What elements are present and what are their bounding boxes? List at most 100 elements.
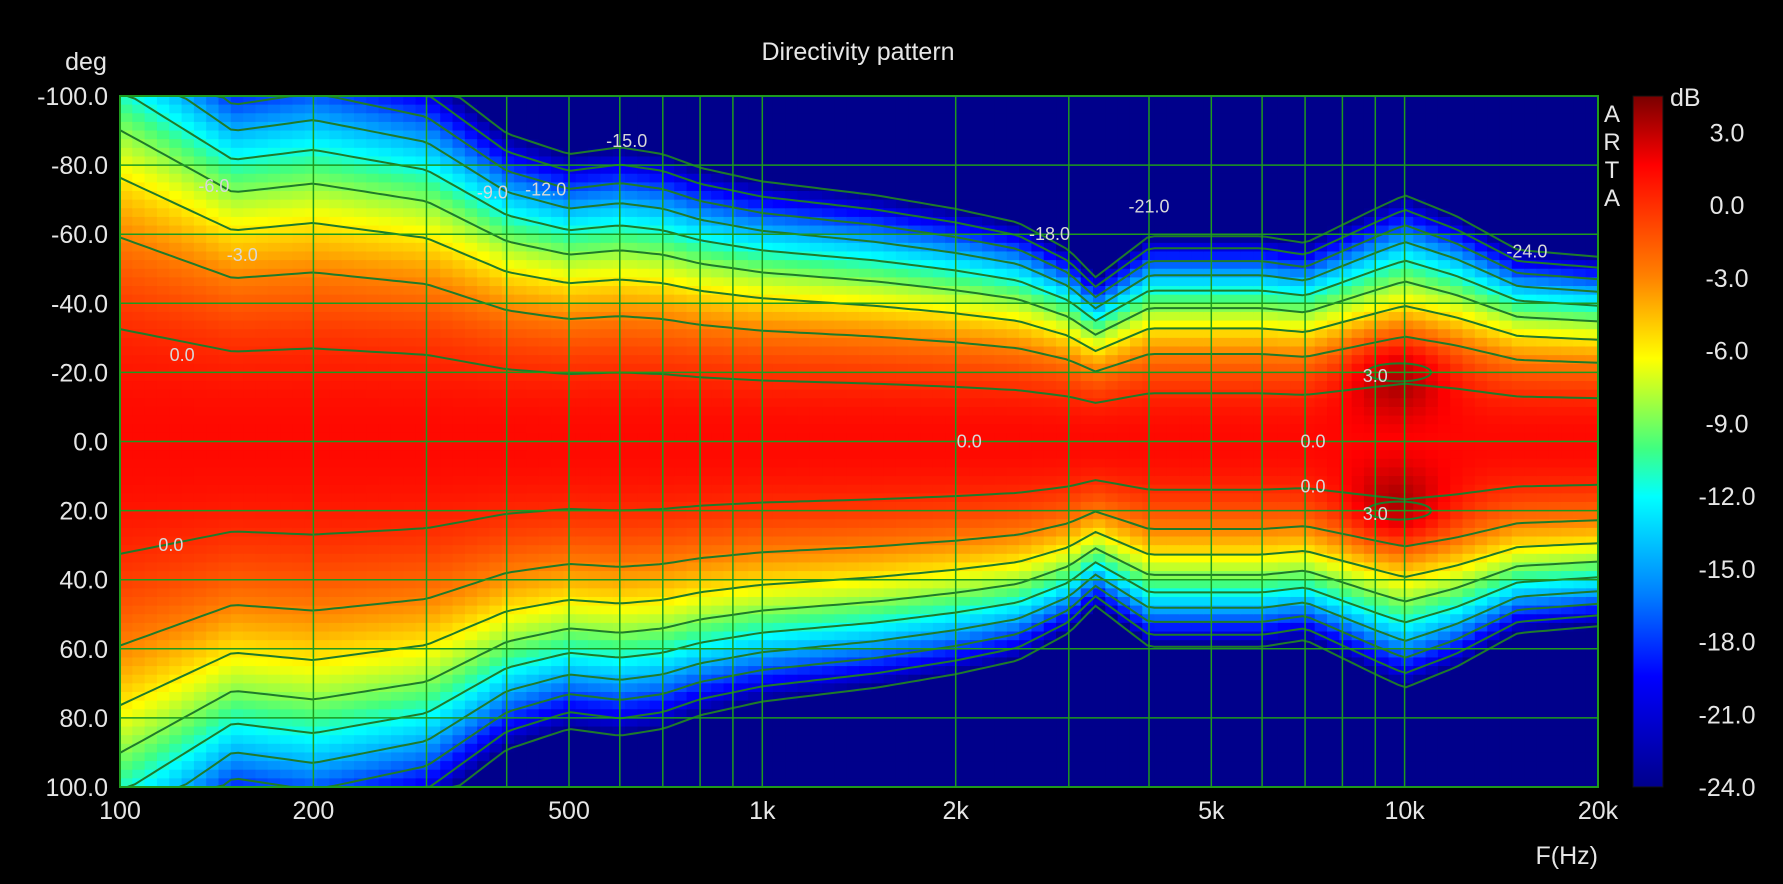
heatmap-cell — [230, 562, 245, 572]
heatmap-cell — [624, 104, 639, 115]
heatmap-cell — [637, 121, 651, 132]
heatmap-cell — [464, 225, 479, 236]
heatmap-cell — [846, 761, 860, 771]
heatmap-cell — [292, 303, 306, 313]
heatmap-cell — [637, 260, 651, 270]
heatmap-cell — [698, 631, 713, 642]
heatmap-cell — [440, 96, 454, 106]
heatmap-cell — [144, 493, 158, 503]
heatmap-cell — [120, 191, 134, 201]
heatmap-cell — [661, 743, 676, 754]
heatmap-cell — [341, 182, 355, 192]
heatmap-cell — [403, 441, 417, 452]
heatmap-cell — [760, 398, 774, 408]
heatmap-cell — [403, 251, 417, 262]
heatmap-cell — [156, 199, 171, 210]
heatmap-cell — [317, 191, 331, 201]
heatmap-cell — [649, 286, 663, 296]
heatmap-cell — [785, 761, 799, 771]
heatmap-cell — [280, 320, 294, 331]
heatmap-cell — [354, 260, 368, 270]
heatmap-cell — [859, 96, 873, 106]
heatmap-cell — [304, 458, 318, 469]
heatmap-cell — [501, 614, 516, 624]
heatmap-cell — [132, 320, 146, 331]
heatmap-cell — [871, 234, 885, 244]
heatmap-cell — [206, 458, 220, 469]
heatmap-cell — [292, 735, 306, 745]
heatmap-cell — [723, 657, 737, 667]
heatmap-cell — [723, 225, 737, 236]
heatmap-cell — [477, 484, 491, 495]
heatmap-cell — [563, 467, 577, 477]
heatmap-cell — [403, 458, 417, 469]
heatmap-cell — [390, 493, 405, 503]
heatmap-cell — [427, 286, 442, 296]
heatmap-cell — [267, 225, 282, 236]
heatmap-cell — [661, 130, 676, 141]
heatmap-cell — [440, 294, 454, 305]
heatmap-cell — [563, 735, 577, 745]
heatmap-cell — [304, 562, 318, 572]
heatmap-cell — [588, 484, 602, 495]
heatmap-cell — [526, 182, 540, 192]
heatmap-cell — [292, 614, 306, 624]
heatmap-cell — [169, 700, 183, 711]
heatmap-cell — [144, 225, 158, 236]
heatmap-cell — [809, 666, 823, 676]
heatmap-cell — [834, 320, 848, 331]
heatmap-cell — [735, 268, 750, 279]
heatmap-cell — [156, 130, 171, 141]
heatmap-cell — [785, 510, 799, 521]
heatmap-cell — [415, 467, 429, 477]
heatmap-cell — [526, 571, 540, 581]
heatmap-cell — [452, 622, 466, 633]
heatmap-cell — [600, 743, 614, 754]
heatmap-cell — [341, 173, 355, 184]
heatmap-cell — [822, 277, 836, 287]
heatmap-cell — [477, 536, 491, 547]
heatmap-cell — [514, 631, 528, 642]
heatmap-cell — [193, 458, 208, 469]
heatmap-cell — [859, 260, 873, 270]
heatmap-cell — [390, 683, 405, 693]
heatmap-cell — [501, 260, 516, 270]
heatmap-cell — [477, 588, 491, 598]
heatmap-cell — [440, 363, 454, 374]
heatmap-cell — [206, 424, 220, 434]
heatmap-cell — [711, 242, 725, 253]
heatmap-cell — [193, 441, 208, 452]
heatmap-cell — [637, 778, 651, 788]
heatmap-cell — [809, 726, 823, 737]
heatmap-cell — [871, 320, 885, 331]
heatmap-cell — [415, 251, 429, 262]
heatmap-cell — [883, 191, 897, 201]
heatmap-cell — [317, 320, 331, 331]
heatmap-cell — [674, 657, 688, 667]
heatmap-cell — [489, 381, 503, 391]
heatmap-cell — [526, 501, 540, 512]
heatmap-cell — [390, 605, 405, 616]
heatmap-cell — [440, 156, 454, 166]
heatmap-cell — [748, 700, 762, 711]
heatmap-cell — [304, 519, 318, 529]
heatmap-cell — [514, 147, 528, 158]
heatmap-cell — [267, 147, 282, 158]
heatmap-cell — [760, 467, 774, 477]
heatmap-cell — [748, 769, 762, 780]
heatmap-cell — [772, 726, 786, 737]
heatmap-cell — [193, 147, 208, 158]
heatmap-cell — [440, 622, 454, 633]
heatmap-cell — [834, 406, 848, 417]
heatmap-cell — [514, 372, 528, 382]
heatmap-cell — [772, 216, 786, 227]
heatmap-cell — [514, 216, 528, 227]
heatmap-cell — [748, 311, 762, 322]
heatmap-cell — [834, 467, 848, 477]
heatmap-cell — [711, 398, 725, 408]
heatmap-cell — [427, 519, 442, 529]
heatmap-cell — [785, 527, 799, 538]
heatmap-cell — [822, 536, 836, 547]
heatmap-cell — [748, 432, 762, 443]
heatmap-cell — [489, 251, 503, 262]
